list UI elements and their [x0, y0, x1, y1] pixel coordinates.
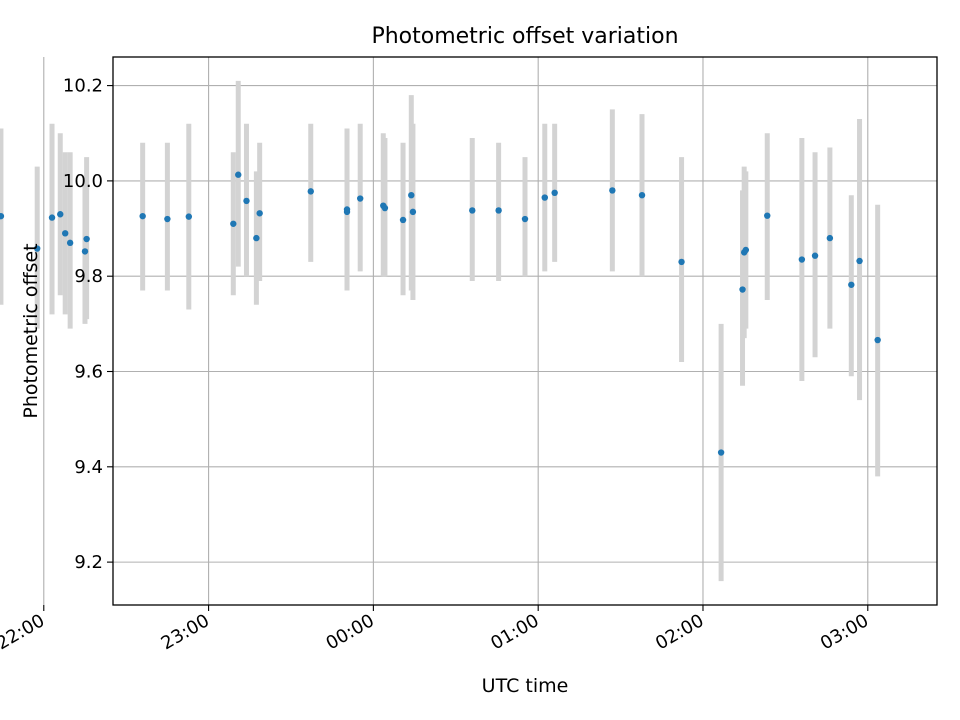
data-point [495, 207, 502, 214]
data-point [139, 212, 146, 220]
y-axis-title: Photometric offset [20, 243, 42, 418]
data-point [164, 215, 171, 223]
data-point [307, 188, 314, 195]
y-tick-label: 9.2 [74, 552, 103, 573]
data-point [826, 234, 834, 242]
y-tick-label: 9.4 [74, 457, 103, 478]
chart-title: Photometric offset variation [371, 24, 678, 49]
data-point [57, 211, 64, 218]
data-point [62, 230, 69, 237]
data-point [739, 286, 746, 293]
data-point [874, 336, 881, 344]
y-axis-ticks: 9.2 9.4 9.6 9.8 10.0 10.2 [63, 76, 113, 573]
data-point [83, 235, 90, 243]
data-point [742, 246, 750, 254]
data-point [521, 215, 529, 223]
y-tick-label: 10.0 [63, 171, 103, 192]
data-point [343, 206, 351, 213]
data-point [399, 216, 407, 224]
plot-frame [112, 56, 938, 606]
data-point [856, 257, 863, 265]
x-axis-title: UTC time [482, 675, 569, 697]
data-point [48, 214, 56, 221]
y-tick-label: 10.2 [63, 76, 103, 97]
data-point [848, 281, 855, 288]
data-point [678, 258, 685, 266]
data-point [256, 210, 263, 217]
data-point [764, 212, 771, 219]
data-point [609, 187, 616, 194]
data-point [638, 191, 646, 199]
data-point [0, 212, 5, 220]
data-point [469, 207, 476, 214]
data-point [243, 197, 250, 205]
data-point [551, 189, 558, 197]
data-point [81, 248, 89, 255]
data-point [357, 195, 364, 202]
data-point [235, 171, 242, 178]
data-point [717, 449, 725, 456]
y-tick-label: 9.6 [74, 362, 103, 383]
data-point [541, 194, 548, 201]
data-point [230, 220, 237, 227]
data-point [33, 245, 41, 252]
data-points [0, 171, 881, 456]
data-point [185, 213, 193, 220]
data-point [409, 208, 417, 216]
data-point [253, 234, 260, 242]
data-point [798, 256, 806, 263]
data-point [408, 191, 415, 199]
data-point [66, 239, 74, 247]
data-point [381, 204, 389, 212]
y-tick-label: 9.8 [74, 266, 103, 287]
data-point [811, 252, 819, 259]
